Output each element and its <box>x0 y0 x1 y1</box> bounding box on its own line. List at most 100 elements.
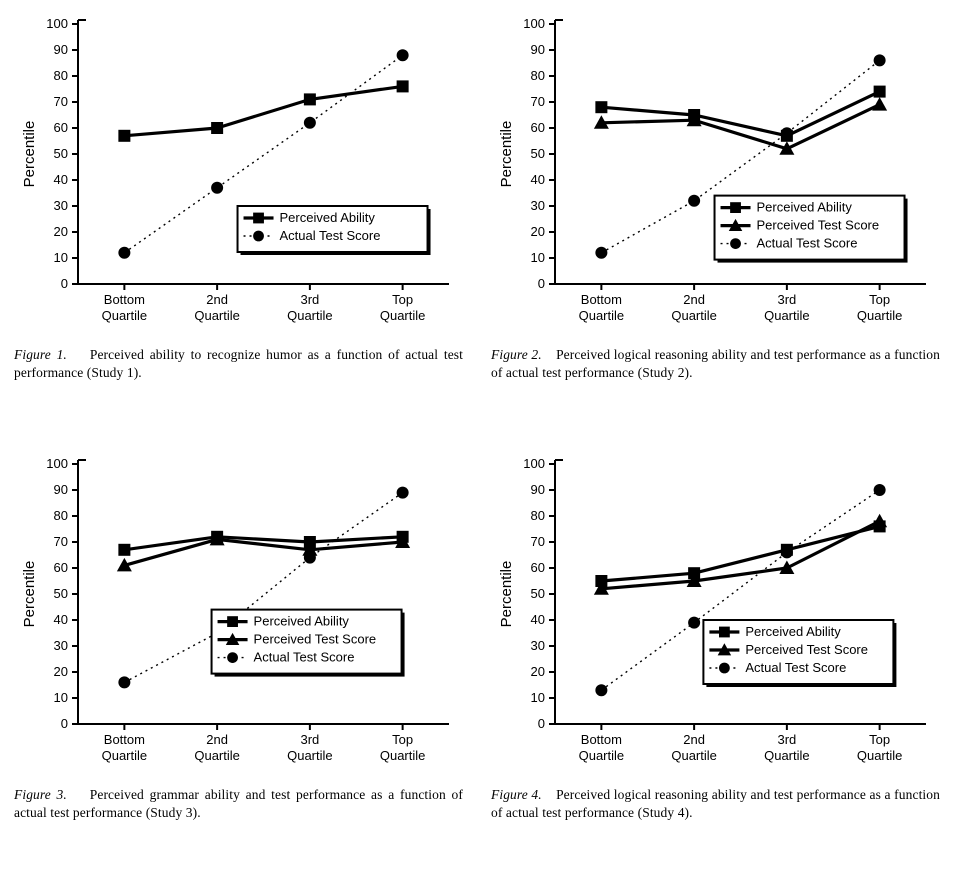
svg-text:2nd: 2nd <box>683 292 705 307</box>
svg-text:2nd: 2nd <box>206 732 228 747</box>
svg-text:Actual Test Score: Actual Test Score <box>280 228 381 243</box>
chart-svg-4: 0102030405060708090100PercentileBottomQu… <box>491 450 940 780</box>
chart-wrap-3: 0102030405060708090100PercentileBottomQu… <box>14 450 463 780</box>
svg-text:100: 100 <box>523 456 545 471</box>
caption-1: Figure 1. Perceived ability to recognize… <box>14 346 463 382</box>
svg-text:Perceived Ability: Perceived Ability <box>745 624 841 639</box>
svg-text:30: 30 <box>54 198 68 213</box>
svg-text:50: 50 <box>54 586 68 601</box>
figure-page: { "global": { "background_color": "#ffff… <box>0 0 954 880</box>
svg-text:Top: Top <box>392 732 413 747</box>
svg-text:Bottom: Bottom <box>581 292 622 307</box>
svg-text:70: 70 <box>54 94 68 109</box>
svg-text:3rd: 3rd <box>300 732 319 747</box>
svg-text:Percentile: Percentile <box>21 561 38 628</box>
svg-text:Perceived Ability: Perceived Ability <box>280 210 376 225</box>
svg-text:60: 60 <box>54 120 68 135</box>
cell-fig1: 0102030405060708090100PercentileBottomQu… <box>0 0 477 440</box>
svg-text:100: 100 <box>523 16 545 31</box>
caption-label-3: Figure 3. <box>14 787 67 802</box>
svg-text:Quartile: Quartile <box>857 308 903 323</box>
svg-text:30: 30 <box>531 198 545 213</box>
svg-text:20: 20 <box>531 224 545 239</box>
svg-text:40: 40 <box>531 612 545 627</box>
svg-text:Quartile: Quartile <box>671 748 717 763</box>
svg-text:30: 30 <box>531 638 545 653</box>
svg-text:Top: Top <box>869 292 890 307</box>
svg-text:Percentile: Percentile <box>498 561 515 628</box>
svg-text:0: 0 <box>61 716 68 731</box>
svg-text:20: 20 <box>531 664 545 679</box>
svg-text:Quartile: Quartile <box>287 748 333 763</box>
svg-text:2nd: 2nd <box>683 732 705 747</box>
chart-wrap-1: 0102030405060708090100PercentileBottomQu… <box>14 10 463 340</box>
svg-text:10: 10 <box>531 690 545 705</box>
caption-label-1: Figure 1. <box>14 347 67 362</box>
svg-text:10: 10 <box>531 250 545 265</box>
svg-text:Quartile: Quartile <box>380 308 426 323</box>
svg-text:0: 0 <box>538 276 545 291</box>
svg-text:20: 20 <box>54 664 68 679</box>
svg-text:Top: Top <box>392 292 413 307</box>
svg-text:Perceived Test Score: Perceived Test Score <box>745 642 868 657</box>
svg-text:Bottom: Bottom <box>581 732 622 747</box>
svg-text:80: 80 <box>54 68 68 83</box>
svg-text:100: 100 <box>46 456 68 471</box>
svg-text:Quartile: Quartile <box>857 748 903 763</box>
svg-text:Quartile: Quartile <box>764 308 810 323</box>
svg-text:Actual Test Score: Actual Test Score <box>254 650 355 665</box>
svg-text:Quartile: Quartile <box>102 748 148 763</box>
svg-text:2nd: 2nd <box>206 292 228 307</box>
svg-text:70: 70 <box>54 534 68 549</box>
caption-text-2: Perceived logical reasoning ability and … <box>491 347 940 380</box>
svg-text:50: 50 <box>531 586 545 601</box>
svg-text:50: 50 <box>54 146 68 161</box>
cell-fig4: 0102030405060708090100PercentileBottomQu… <box>477 440 954 880</box>
svg-text:Percentile: Percentile <box>498 121 515 188</box>
svg-text:Quartile: Quartile <box>102 308 148 323</box>
svg-text:10: 10 <box>54 690 68 705</box>
svg-text:Quartile: Quartile <box>579 748 625 763</box>
svg-text:90: 90 <box>54 42 68 57</box>
svg-text:Quartile: Quartile <box>194 308 240 323</box>
svg-text:Bottom: Bottom <box>104 292 145 307</box>
svg-text:Perceived Ability: Perceived Ability <box>757 200 853 215</box>
svg-text:60: 60 <box>531 120 545 135</box>
svg-text:40: 40 <box>54 172 68 187</box>
svg-text:30: 30 <box>54 638 68 653</box>
svg-text:40: 40 <box>54 612 68 627</box>
svg-text:Quartile: Quartile <box>194 748 240 763</box>
svg-text:Actual Test Score: Actual Test Score <box>757 236 858 251</box>
chart-svg-2: 0102030405060708090100PercentileBottomQu… <box>491 10 940 340</box>
svg-text:Bottom: Bottom <box>104 732 145 747</box>
svg-text:Perceived Ability: Perceived Ability <box>254 614 350 629</box>
svg-text:100: 100 <box>46 16 68 31</box>
svg-text:90: 90 <box>531 482 545 497</box>
chart-wrap-4: 0102030405060708090100PercentileBottomQu… <box>491 450 940 780</box>
svg-text:80: 80 <box>531 508 545 523</box>
svg-text:Perceived Test Score: Perceived Test Score <box>254 632 377 647</box>
caption-2: Figure 2. Perceived logical reasoning ab… <box>491 346 940 382</box>
chart-svg-1: 0102030405060708090100PercentileBottomQu… <box>14 10 463 340</box>
caption-label-4: Figure 4. <box>491 787 542 802</box>
svg-text:50: 50 <box>531 146 545 161</box>
svg-text:80: 80 <box>531 68 545 83</box>
svg-text:60: 60 <box>54 560 68 575</box>
svg-text:0: 0 <box>61 276 68 291</box>
svg-text:Percentile: Percentile <box>21 121 38 188</box>
caption-4: Figure 4. Perceived logical reasoning ab… <box>491 786 940 822</box>
svg-text:Quartile: Quartile <box>380 748 426 763</box>
svg-text:3rd: 3rd <box>777 292 796 307</box>
cell-fig3: 0102030405060708090100PercentileBottomQu… <box>0 440 477 880</box>
cell-fig2: 0102030405060708090100PercentileBottomQu… <box>477 0 954 440</box>
svg-text:Quartile: Quartile <box>287 308 333 323</box>
svg-text:10: 10 <box>54 250 68 265</box>
chart-svg-3: 0102030405060708090100PercentileBottomQu… <box>14 450 463 780</box>
svg-text:40: 40 <box>531 172 545 187</box>
svg-text:20: 20 <box>54 224 68 239</box>
svg-text:90: 90 <box>531 42 545 57</box>
caption-label-2: Figure 2. <box>491 347 542 362</box>
svg-text:60: 60 <box>531 560 545 575</box>
svg-text:70: 70 <box>531 94 545 109</box>
svg-text:Quartile: Quartile <box>579 308 625 323</box>
